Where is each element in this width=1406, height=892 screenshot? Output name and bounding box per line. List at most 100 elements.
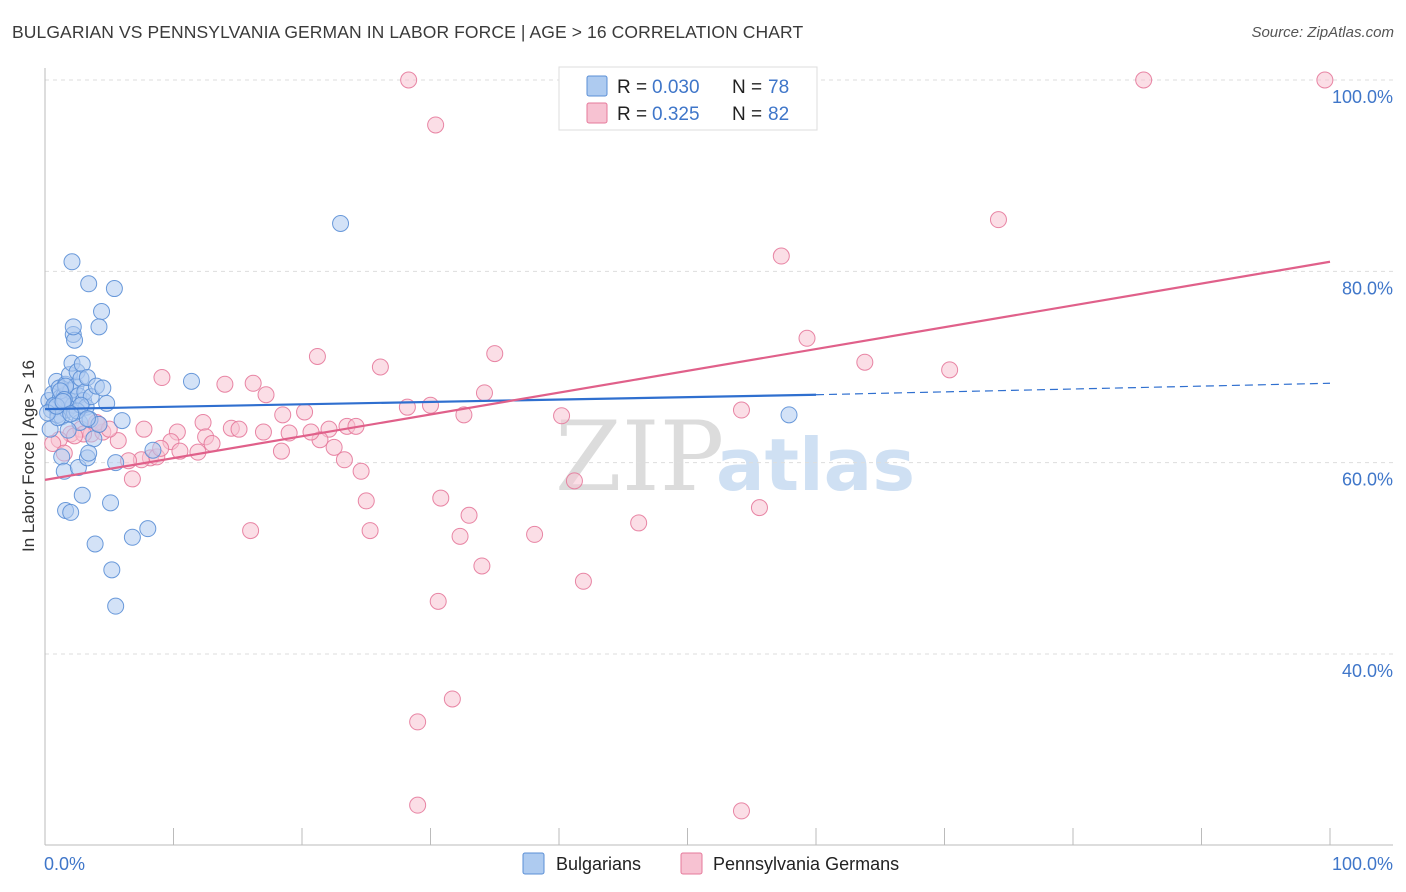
pennsylvania-point-2 (1316, 71, 1334, 89)
legend-n-value-2: 82 (768, 104, 789, 125)
bulgarian-point-60 (107, 597, 125, 615)
pennsylvania-point-53 (361, 522, 379, 540)
pennsylvania-point-21 (296, 403, 314, 421)
bulgarian-point-61 (332, 215, 350, 232)
bulgarian-point-77 (62, 405, 80, 423)
pennsylvania-point-1 (1135, 71, 1153, 89)
bulgarian-point-57 (123, 528, 141, 546)
pennsylvania-point-24 (732, 401, 750, 419)
pennsylvania-point-55 (451, 527, 469, 545)
pennsylvania-point-66 (732, 802, 750, 820)
bulgarian-point-38 (64, 318, 82, 336)
legend-r-label-2: R = (617, 104, 647, 125)
pennsylvania-point-58 (750, 499, 768, 517)
pennsylvania-point-16 (257, 386, 275, 404)
axes (44, 68, 1393, 846)
pennsylvania-point-63 (443, 690, 461, 708)
bulgarian-point-45 (53, 448, 71, 466)
bulgarian-point-59 (103, 561, 121, 579)
legend-r-value-2: 0.325 (652, 104, 700, 125)
y-axis-label: In Labor Force | Age > 16 (19, 360, 38, 552)
pennsylvania-point-57 (630, 514, 648, 532)
bulgarian-point-70 (59, 421, 77, 439)
legend-n-label-2: N = (732, 104, 762, 125)
legend-n-value-1: 78 (768, 77, 789, 98)
bulgarian-point-42 (90, 318, 108, 336)
pennsylvania-point-11 (486, 345, 504, 363)
bulgarian-point-63 (144, 441, 162, 459)
series-legend: Bulgarians Pennsylvania Germans (522, 852, 899, 875)
bulgarian-point-64 (780, 406, 798, 424)
pennsylvania-point-54 (242, 522, 260, 540)
legend-swatch-pennsylvania (586, 102, 608, 124)
correlation-legend: R = 0.030 N = 78 R = 0.325 N = 82 (558, 66, 818, 131)
bulgarian-point-62 (182, 372, 200, 390)
pennsylvania-point-22 (455, 406, 473, 424)
pennsylvania-point-14 (216, 375, 234, 393)
pennsylvania-point-13 (153, 369, 171, 387)
legend-swatch-bulgarians (586, 75, 608, 97)
bulgarian-point-58 (139, 520, 157, 538)
pennsylvania-point-62 (429, 592, 447, 610)
pennsylvania-point-50 (357, 492, 375, 510)
pennsylvania-point-59 (565, 472, 583, 490)
pennsylvania-point-5 (989, 211, 1007, 229)
bulgarian-trend-extension (815, 382, 1331, 396)
bulgarian-point-56 (86, 535, 104, 553)
pennsylvania-point-9 (941, 361, 959, 379)
pennsylvania-point-64 (409, 713, 427, 731)
bottom-swatch-bulgarians (522, 852, 545, 875)
pennsylvania-point-56 (526, 525, 544, 543)
chart-source: Source: ZipAtlas.com (1251, 24, 1394, 41)
y-tick-label-80: 80.0% (1342, 278, 1393, 298)
watermark-zip: ZIP (555, 401, 724, 513)
pennsylvania-point-78 (135, 420, 153, 438)
pennsylvania-point-37 (171, 442, 189, 460)
legend-r-label-1: R = (617, 77, 647, 98)
pennsylvania-point-15 (244, 374, 262, 392)
bulgarian-point-31 (85, 430, 103, 448)
trend-lines (44, 260, 1331, 481)
pennsylvania-point-51 (432, 489, 450, 507)
pennsylvania-point-18 (422, 396, 439, 414)
bulgarian-point-73 (78, 410, 96, 428)
x-tick-label-max: 100.0% (1332, 854, 1393, 874)
pennsylvania-point-40 (272, 442, 290, 460)
pennsylvania-point-0 (400, 71, 418, 89)
pennsylvania-point-25 (194, 413, 212, 431)
pennsylvania-point-60 (473, 557, 491, 575)
pennsylvania-point-27 (230, 420, 248, 438)
pennsylvania-point-6 (772, 247, 790, 265)
pennsylvania-point-17 (475, 384, 493, 402)
pennsylvania-point-65 (409, 796, 427, 814)
pennsylvania-point-41 (302, 423, 320, 441)
pennsylvania-trend-line (44, 260, 1331, 481)
pennsylvania-point-7 (798, 329, 816, 347)
x-tick-label-min: 0.0% (44, 854, 85, 874)
y-tick-label-100: 100.0% (1332, 87, 1393, 107)
legend-r-value-1: 0.030 (652, 77, 700, 98)
pennsylvania-point-8 (856, 353, 874, 371)
bulgarian-point-49 (80, 444, 98, 462)
x-ticks (173, 828, 1331, 845)
watermark-atlas: atlas (716, 423, 915, 507)
bulgarian-point-43 (105, 280, 123, 298)
gridlines (45, 79, 1393, 655)
pennsylvania-point-42 (325, 438, 343, 456)
legend-n-label-1: N = (732, 77, 762, 98)
bulgarian-point-39 (63, 253, 81, 271)
pennsylvania-point-44 (352, 462, 370, 480)
bulgarian-point-34 (94, 379, 112, 397)
bottom-legend-pennsylvania: Pennsylvania Germans (713, 854, 899, 874)
bottom-swatch-pennsylvania (680, 852, 703, 875)
pennsylvania-point-20 (274, 406, 292, 424)
pennsylvania-point-10 (308, 347, 326, 365)
bulgarian-point-40 (80, 275, 98, 293)
pennsylvania-point-3 (427, 116, 445, 134)
pennsylvania-point-49 (123, 470, 141, 488)
y-tick-label-40: 40.0% (1342, 661, 1393, 681)
pennsylvania-point-52 (460, 506, 478, 524)
y-tick-label-60: 60.0% (1342, 470, 1393, 490)
pennsylvania-point-35 (203, 435, 221, 453)
